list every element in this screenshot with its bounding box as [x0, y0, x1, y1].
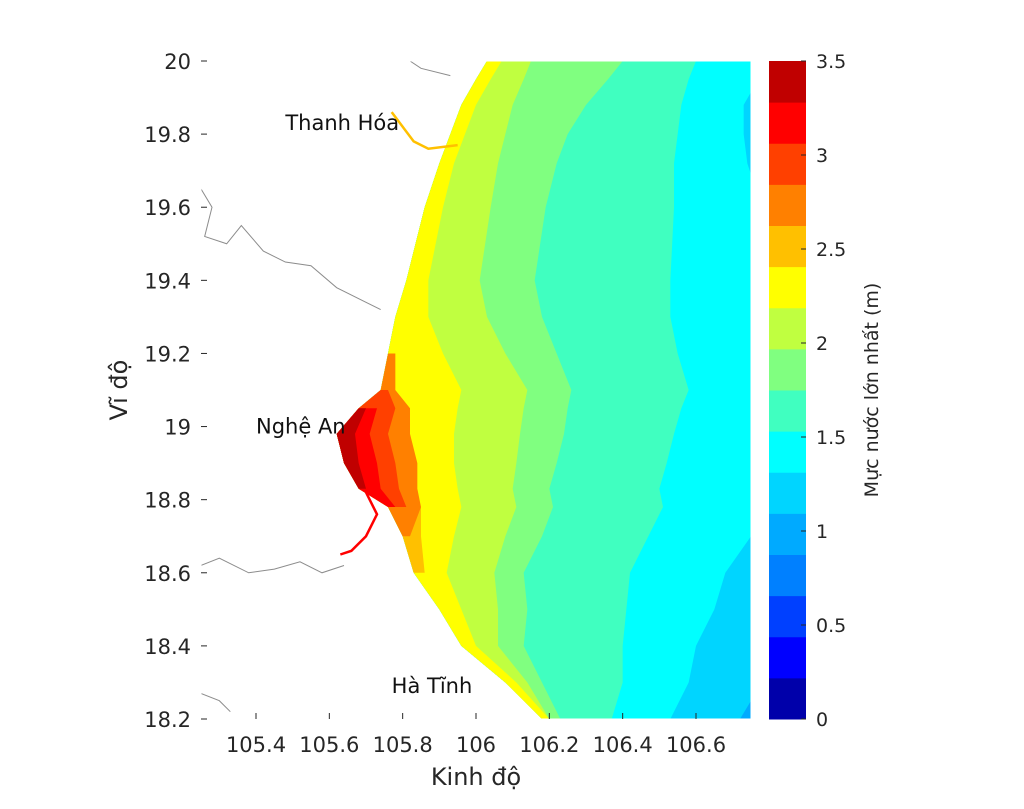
y-tick-label: 19: [164, 416, 191, 440]
colorbar-swatch: [769, 636, 806, 679]
y-axis-title: Vĩ độ: [105, 360, 133, 421]
colorbar-tick-label: 3.5: [816, 51, 846, 73]
colorbar-swatch: [769, 513, 806, 555]
region-labels: Thanh Hóa Nghệ An Hà Tĩnh: [256, 111, 472, 698]
colorbar-tick-label: 3: [816, 145, 828, 167]
colorbar-tick-label: 1: [816, 521, 828, 543]
colorbar-swatch: [769, 307, 806, 350]
colorbar-swatch: [769, 390, 806, 432]
province-border-line: [409, 61, 451, 77]
region-label: Hà Tĩnh: [392, 674, 473, 698]
y-tick-label: 19.6: [144, 196, 191, 220]
colorbar-swatch: [769, 184, 806, 226]
y-tick-label: 18.8: [144, 489, 191, 513]
province-border-line: [201, 557, 345, 574]
x-tick-label: 105.6: [299, 733, 359, 757]
y-tick-label: 20: [164, 50, 191, 74]
colorbar-title: Mực nước lớn nhất (m): [861, 283, 883, 498]
x-tick-label: 105.8: [373, 733, 433, 757]
colorbar-swatch: [769, 677, 806, 720]
colorbar-swatch: [769, 472, 806, 514]
colorbar-ticks: 0 0.5 1 1.5 2 2.5 3 3.5: [801, 51, 846, 731]
colorbar-swatch: [769, 102, 806, 144]
colorbar-tick-label: 0.5: [816, 615, 846, 637]
y-tick-label: 19.4: [144, 269, 191, 293]
x-axis: 105.4 105.6 105.8 106 106.2 106.4 106.6: [226, 713, 726, 757]
colorbar-swatch: [769, 61, 806, 103]
water-level-field: [336, 61, 751, 719]
y-tick-label: 18.2: [144, 708, 191, 732]
colorbar-tick-label: 2: [816, 333, 828, 355]
x-tick-label: 106: [456, 733, 496, 757]
colorbar-swatch: [769, 225, 806, 268]
x-tick-label: 106.4: [593, 733, 653, 757]
colorbar-swatch: [769, 143, 806, 185]
rivers: [339, 111, 458, 556]
y-tick-label: 18.4: [144, 635, 191, 659]
region-label: Thanh Hóa: [284, 111, 399, 135]
region-label: Nghệ An: [256, 415, 346, 439]
colorbar-swatch: [769, 266, 806, 309]
river-line: [390, 111, 458, 151]
field-band: [336, 408, 366, 489]
x-axis-title: Kinh độ: [431, 763, 521, 791]
colorbar-swatch: [769, 554, 806, 597]
colorbar: [769, 61, 806, 720]
y-axis: 18.2 18.4 18.6 18.8 19 19.2 19.4 19.6 19.8 20: [144, 50, 207, 732]
x-tick-label: 106.2: [519, 733, 579, 757]
province-border-line: [201, 692, 231, 713]
y-tick-label: 19.8: [144, 123, 191, 147]
province-borders: [201, 61, 451, 713]
x-tick-label: 106.6: [666, 733, 726, 757]
y-tick-label: 19.2: [144, 342, 191, 366]
river-line: [339, 491, 379, 556]
colorbar-swatch: [769, 431, 806, 473]
y-tick-label: 18.6: [144, 562, 191, 586]
x-tick-label: 105.4: [226, 733, 286, 757]
colorbar-tick-label: 2.5: [816, 239, 846, 261]
colorbar-swatch: [769, 348, 806, 391]
province-border-line: [201, 188, 381, 311]
colorbar-swatch: [769, 595, 806, 638]
colorbar-tick-label: 1.5: [816, 427, 846, 449]
field-band: [336, 61, 550, 719]
colorbar-tick-label: 0: [816, 709, 828, 731]
